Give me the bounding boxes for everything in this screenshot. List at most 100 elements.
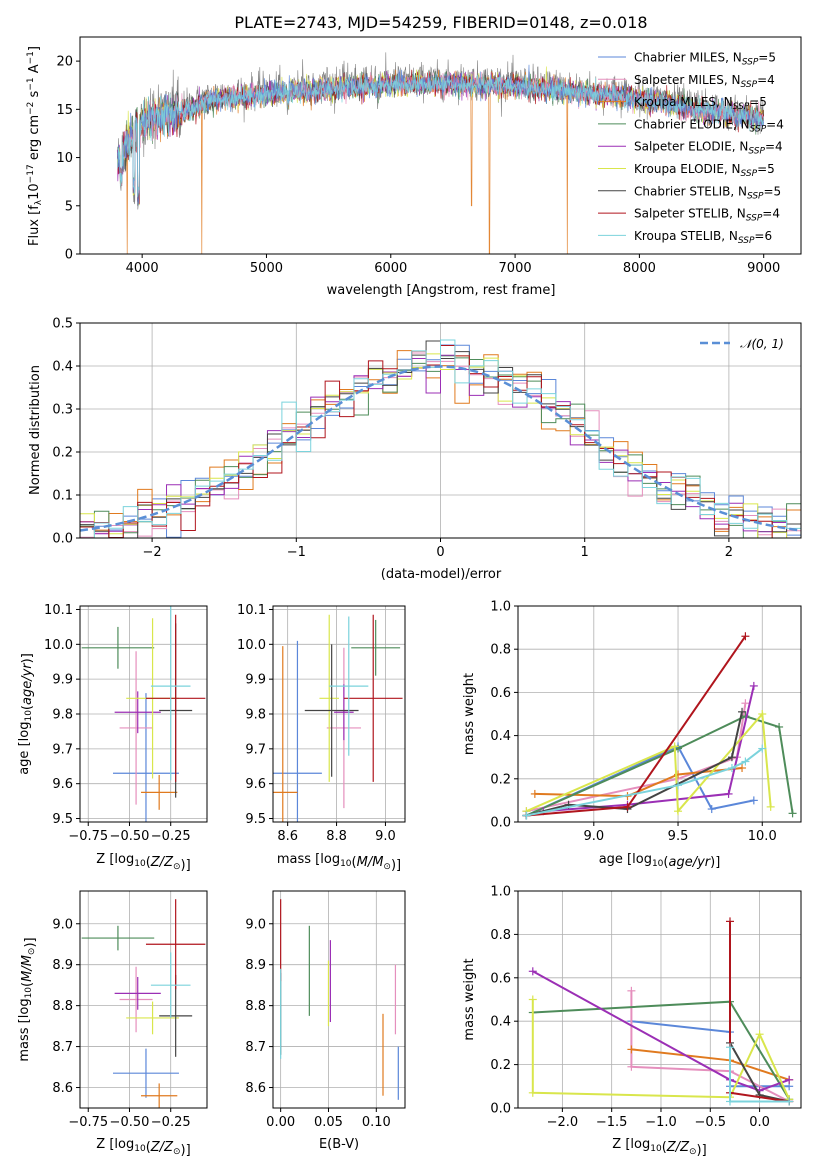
label-part: mass [ [277, 852, 320, 867]
x-tick-label: −2 [143, 545, 162, 560]
x-tick-label: −0.50 [110, 829, 150, 844]
legend-text-part: SSP [738, 236, 755, 246]
x-axis-label: mass [log10(M/M⊙)] [277, 852, 401, 873]
legend-text-part: =6 [754, 229, 772, 243]
y-tick-label: 8.7 [52, 1040, 73, 1055]
y-tick-label: 9.8 [52, 708, 73, 723]
label-part: ⊙ [173, 1147, 181, 1157]
legend-entry: Salpeter MILES, NSSP=4 [634, 73, 775, 90]
y-tick-label: 8.7 [245, 1040, 266, 1055]
y-axis-label: Flux [fλ10−17 erg cm−2 s−1 A−1] [26, 46, 44, 246]
y-tick-label: 8.6 [245, 1081, 266, 1096]
label-part: 10 [24, 987, 34, 999]
label-part: ⊙ [173, 862, 181, 872]
y-label-part: ] [27, 46, 42, 51]
label-part: 10 [652, 859, 664, 869]
weight-series-line [525, 745, 755, 817]
x-axis-label: E(B-V) [319, 1137, 359, 1152]
axes-frame [79, 36, 802, 255]
y-tick-label: 9.6 [52, 777, 73, 792]
x-tick-label: 9.0 [583, 829, 604, 844]
weight-series-line [630, 990, 790, 1103]
x-tick-label: −0.75 [68, 1115, 108, 1130]
normal-curve [80, 365, 801, 532]
errorbar-points [273, 614, 403, 822]
y-tick-label: 0.4 [52, 360, 73, 375]
y-tick-label: 0.8 [490, 928, 511, 943]
x-tick-label: 9.5 [668, 829, 689, 844]
y-label-part: A [27, 64, 42, 77]
y-tick-label: 0.3 [52, 403, 73, 418]
label-part: log [320, 852, 340, 867]
label-part: 10 [24, 710, 34, 722]
model-spectrum-line [116, 71, 764, 198]
label-part: 10 [134, 859, 146, 869]
y-tick-label: 9.6 [245, 777, 266, 792]
x-tick-label: −1.0 [645, 1115, 677, 1130]
legend-text-part: =4 [762, 207, 780, 221]
y-tick-label: 9.9 [245, 673, 266, 688]
legend-text-part: =4 [766, 117, 784, 131]
y-tick-label: 5 [65, 199, 73, 214]
y-tick-label: 9.0 [52, 917, 73, 932]
legend-text-part: Salpeter MILES, N [634, 73, 741, 87]
y-label-part: −1 [26, 77, 36, 90]
y-tick-label: 0.4 [490, 1015, 511, 1030]
mass-vs-ebv-panel: 0.00 0.05 0.10 8.6 8.7 8.8 8.9 9.0 E(B-V) [245, 890, 406, 1152]
weight-lines [522, 632, 797, 820]
y-label-part: 10 [27, 183, 42, 200]
axes-frame [517, 890, 802, 1109]
x-tick-label: 0.00 [266, 1115, 295, 1130]
x-tick-label: 0.10 [362, 1115, 391, 1130]
weight-vs-metallicity-panel: −2.0 −1.5 −1.0 −0.5 0.0 0.0 0.2 0.4 0.6 0.8 1.0 Z [… [462, 885, 802, 1158]
label-part: ⊙ [689, 1147, 697, 1157]
x-axis-label: wavelength [Angstrom, rest frame] [327, 283, 556, 298]
x-tick-label: −1 [287, 545, 306, 560]
legend-entry: Chabrier ELODIE, NSSP=4 [634, 117, 784, 134]
x-tick-label: −2.0 [547, 1115, 579, 1130]
x-axis-label: (data-model)/error [381, 567, 502, 582]
y-tick-label: 8.6 [52, 1081, 73, 1096]
label-part: ( [146, 855, 151, 870]
x-axis-label: Z [log10(Z/Z⊙)] [612, 1137, 706, 1158]
y-label-part: −1 [26, 51, 36, 64]
y-tick-label: 9.7 [52, 742, 73, 757]
x-tick-label: −1.5 [596, 1115, 628, 1130]
axes-frame [517, 605, 802, 823]
y-tick-label: 8.9 [52, 958, 73, 973]
y-tick-label: 15 [56, 103, 73, 118]
label-part: age [ [17, 741, 32, 774]
label-part: log [630, 1137, 650, 1152]
legend-text-part: SSP [748, 147, 765, 157]
y-label-part: erg cm [27, 115, 42, 164]
label-part: Z/Z [666, 1140, 690, 1155]
y-tick-label: 0.6 [490, 971, 511, 986]
label-part: Z [ [96, 852, 114, 867]
label-part: 10 [340, 859, 352, 869]
y-tick-label: 9.7 [245, 742, 266, 757]
histograms [80, 339, 801, 538]
label-part: age/yr [668, 855, 711, 870]
x-axis-label: Z [log10(Z/Z⊙)] [96, 852, 190, 873]
x-tick-label: 0.0 [749, 1115, 770, 1130]
y-tick-label: 0.5 [52, 317, 73, 332]
x-tick-label: −0.25 [151, 1115, 191, 1130]
legend-text-part: SSP [747, 191, 764, 201]
label-part: M/M [357, 855, 384, 870]
label-part: )] [697, 1143, 707, 1158]
legend-text-part: SSP [750, 124, 767, 134]
legend-text-part: SSP [733, 102, 750, 112]
x-tick-label: 9000 [747, 261, 780, 276]
legend-text-part: =4 [765, 140, 783, 154]
x-tick-label: −0.50 [110, 1115, 150, 1130]
label-part: log [632, 852, 652, 867]
label-part: ( [352, 855, 357, 870]
legend-text-part: Chabrier ELODIE, N [634, 117, 750, 131]
y-tick-label: 0.0 [490, 1102, 511, 1117]
legend-entry: 𝒩(0, 1) [740, 337, 784, 351]
weight-lines [528, 917, 794, 1106]
axes-frame [272, 890, 406, 1109]
x-tick-label: 0.05 [314, 1115, 343, 1130]
weight-series-line [532, 970, 790, 1092]
